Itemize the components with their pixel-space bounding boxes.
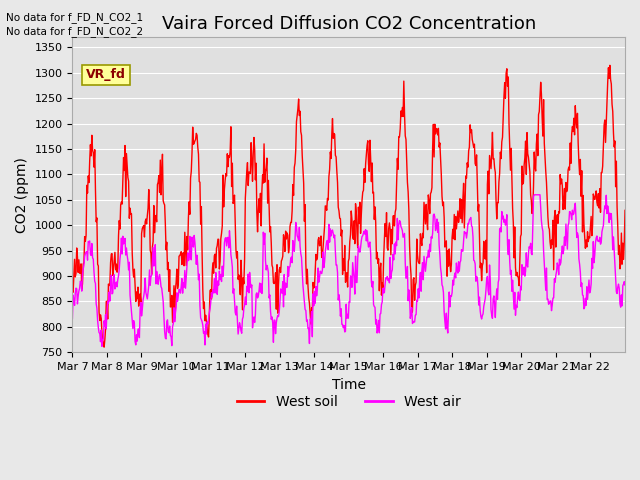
- Title: Vaira Forced Diffusion CO2 Concentration: Vaira Forced Diffusion CO2 Concentration: [161, 15, 536, 33]
- West soil: [621, 207, 629, 213]
- West air: [134, 326, 142, 332]
- West air: [438, 271, 445, 276]
- West air: [236, 320, 243, 325]
- West soil: [406, 261, 414, 267]
- Text: No data for f_FD_N_CO2_2: No data for f_FD_N_CO2_2: [6, 26, 143, 37]
- West air: [263, 263, 271, 268]
- West soil: [100, 344, 108, 350]
- Legend: West soil, West air: West soil, West air: [231, 389, 467, 415]
- West soil: [134, 284, 142, 290]
- West air: [531, 192, 538, 198]
- West air: [406, 315, 414, 321]
- West air: [621, 282, 629, 288]
- West soil: [68, 288, 76, 294]
- Y-axis label: CO2 (ppm): CO2 (ppm): [15, 157, 29, 233]
- X-axis label: Time: Time: [332, 377, 365, 392]
- West soil: [606, 62, 614, 68]
- West soil: [236, 280, 243, 286]
- Text: VR_fd: VR_fd: [86, 68, 126, 81]
- West air: [68, 315, 76, 321]
- West air: [284, 264, 292, 269]
- West soil: [284, 232, 292, 238]
- West soil: [263, 155, 271, 161]
- West soil: [438, 171, 445, 177]
- West air: [98, 344, 106, 349]
- Text: No data for f_FD_N_CO2_1: No data for f_FD_N_CO2_1: [6, 12, 143, 23]
- Line: West soil: West soil: [72, 65, 625, 347]
- Line: West air: West air: [72, 195, 625, 347]
